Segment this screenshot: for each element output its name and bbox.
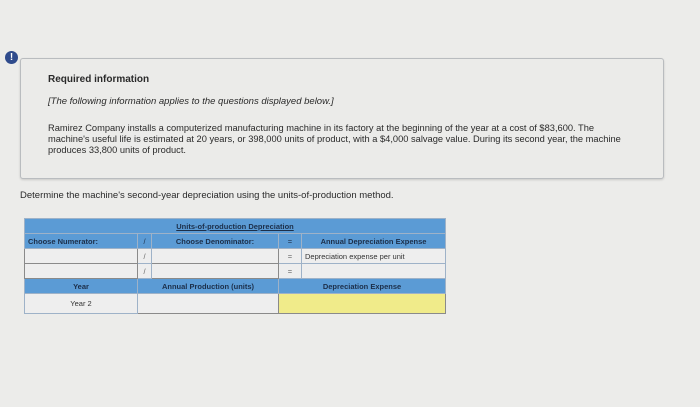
denominator-input-2[interactable]	[151, 263, 279, 279]
divide-symbol: /	[137, 233, 152, 249]
result-cell-2	[301, 263, 446, 279]
depreciation-expense-input[interactable]	[278, 293, 446, 314]
table-title: Units-of-production Depreciation	[176, 221, 294, 231]
year-header: Year	[24, 278, 138, 294]
production-header: Annual Production (units)	[137, 278, 279, 294]
info-title: Required information	[48, 74, 150, 85]
question-text: Determine the machine's second-year depr…	[20, 190, 394, 201]
equals-symbol: =	[278, 233, 302, 249]
divide-symbol: /	[137, 248, 152, 264]
alert-icon: !	[5, 51, 18, 64]
denominator-select-1[interactable]	[151, 248, 279, 264]
numerator-header: Choose Numerator:	[24, 233, 138, 249]
year-value: Year 2	[24, 293, 138, 314]
annual-production-input[interactable]	[137, 293, 279, 314]
depreciation-table: Units-of-production Depreciation Choose …	[24, 218, 446, 314]
numerator-select-1[interactable]	[24, 248, 138, 264]
result-label-1: Depreciation expense per unit	[301, 248, 446, 264]
info-note: [The following information applies to th…	[48, 96, 334, 107]
denominator-header: Choose Denominator:	[151, 233, 279, 249]
divide-symbol: /	[137, 263, 152, 279]
equals-symbol: =	[278, 263, 302, 279]
result-header: Annual Depreciation Expense	[301, 233, 446, 249]
expense-header: Depreciation Expense	[278, 278, 446, 294]
numerator-input-2[interactable]	[24, 263, 138, 279]
required-info-box: Required information [The following info…	[20, 58, 664, 179]
equals-symbol: =	[278, 248, 302, 264]
info-paragraph: Ramirez Company installs a computerized …	[48, 123, 621, 155]
